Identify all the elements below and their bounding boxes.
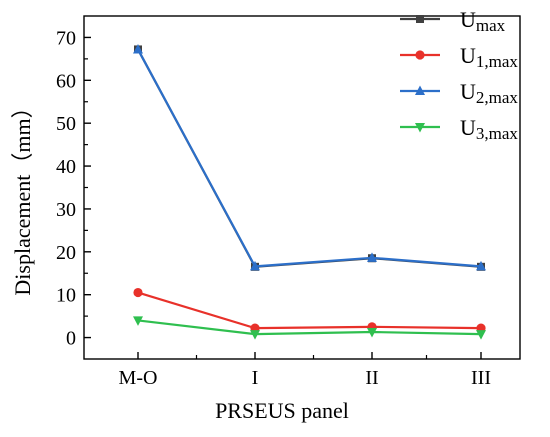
x-axis-title: PRSEUS panel xyxy=(215,398,349,423)
legend-label: U2,max xyxy=(460,79,518,107)
y-tick-label: 0 xyxy=(66,328,76,350)
data-point xyxy=(133,316,143,326)
legend: Umax U1,max U2,max U3,max xyxy=(400,7,518,143)
data-point xyxy=(250,330,260,340)
y-axis: 0 10 20 30 40 50 60 70 xyxy=(56,27,91,350)
data-point xyxy=(415,123,425,133)
series-line xyxy=(137,319,482,336)
legend-item-1: Umax xyxy=(400,7,506,35)
y-axis-title: Displacement（mm） xyxy=(10,96,35,295)
legend-label: Umax xyxy=(460,7,506,35)
y-tick-label: 20 xyxy=(56,242,76,264)
y-tick-label: 50 xyxy=(56,113,76,135)
data-point xyxy=(476,260,486,271)
plot-frame xyxy=(83,15,521,360)
series-line xyxy=(137,48,482,268)
legend-item-3: U2,max xyxy=(400,79,518,107)
series-4 xyxy=(133,316,486,340)
series-3 xyxy=(133,43,486,271)
y-tick-label: 10 xyxy=(56,285,76,307)
x-tick-label: III xyxy=(471,367,491,389)
data-point xyxy=(133,287,143,298)
legend-label: U1,max xyxy=(460,43,518,71)
data-point xyxy=(367,252,377,262)
series-1 xyxy=(134,45,485,271)
data-point xyxy=(415,50,425,60)
x-axis: M-O I II III xyxy=(119,352,491,389)
x-tick-label: I xyxy=(252,367,259,389)
legend-item-2: U1,max xyxy=(400,43,518,71)
y-tick-label: 70 xyxy=(56,27,76,49)
series-line xyxy=(137,291,482,330)
data-point xyxy=(416,15,424,23)
data-point xyxy=(250,260,260,271)
data-point xyxy=(476,330,486,340)
series-layer xyxy=(133,43,486,340)
data-point xyxy=(133,43,143,54)
plot-border xyxy=(83,15,521,360)
series-line xyxy=(137,48,482,268)
x-tick-label: II xyxy=(365,367,378,389)
y-tick-label: 40 xyxy=(56,156,76,178)
x-tick-label: M-O xyxy=(119,367,158,389)
y-tick-label: 60 xyxy=(56,70,76,92)
legend-label: U3,max xyxy=(460,115,518,143)
legend-item-4: U3,max xyxy=(400,115,518,143)
data-point xyxy=(415,85,425,95)
y-tick-label: 30 xyxy=(56,199,76,221)
data-point xyxy=(367,327,377,338)
